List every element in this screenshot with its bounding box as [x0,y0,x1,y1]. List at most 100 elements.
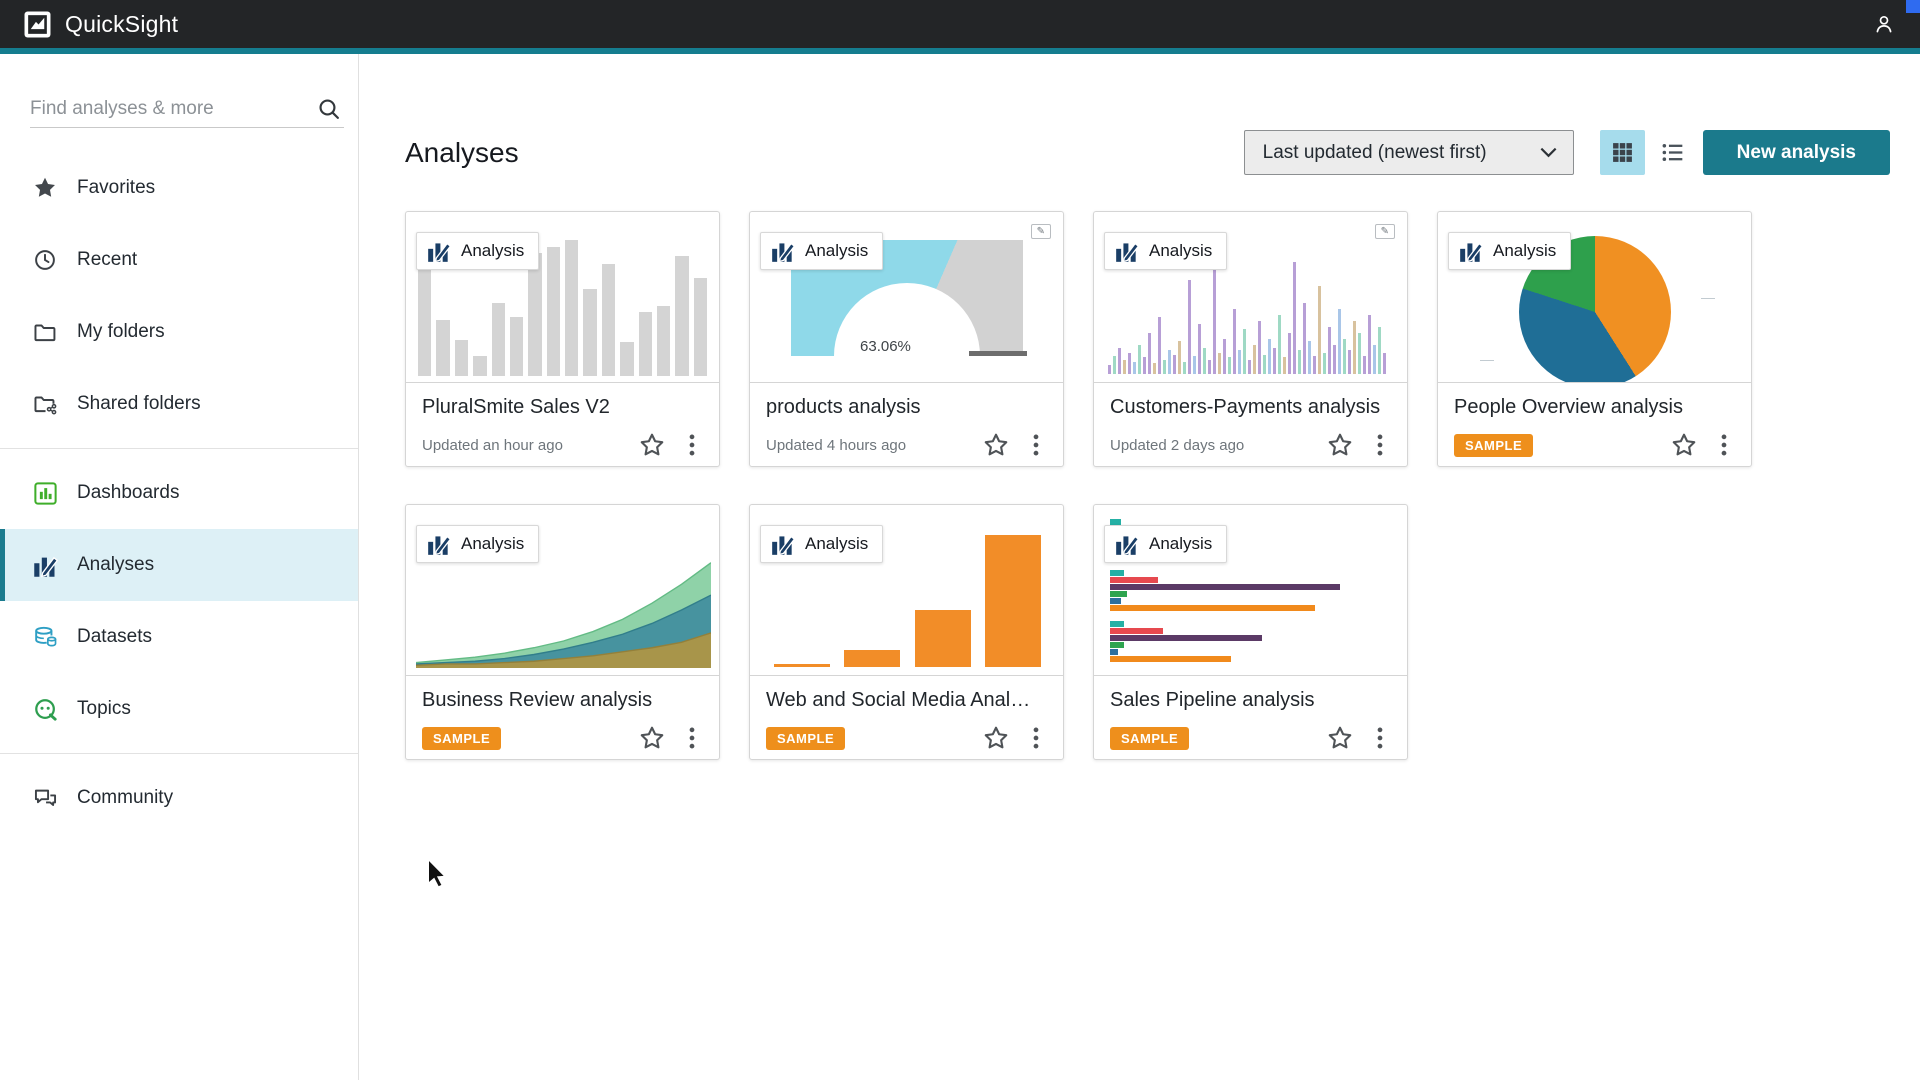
edit-indicator-icon [1374,224,1395,239]
card-title: PluralSmite Sales V2 [422,396,610,418]
card-title: Business Review analysis [422,689,653,711]
favorite-star-button[interactable] [638,431,666,459]
new-analysis-button[interactable]: New analysis [1702,130,1890,175]
card-menu-button[interactable] [681,432,703,458]
sort-dropdown[interactable]: Last updated (newest first) [1243,130,1574,175]
quicksight-home-link[interactable]: QuickSight [24,11,178,38]
kebab-menu-icon [1377,727,1383,749]
kebab-menu-icon [1377,434,1383,456]
analysis-type-label: Analysis [1493,241,1557,260]
search-input[interactable] [30,97,314,120]
sidebar-item-my-folders[interactable]: My folders [0,296,358,368]
dashboards-icon [30,478,60,508]
sample-badge: SAMPLE [422,726,502,750]
sample-badge: SAMPLE [766,726,846,750]
sidebar-item-label: Analyses [77,554,155,575]
corner-indicator [1906,0,1920,13]
sidebar-item-datasets[interactable]: Datasets [0,601,358,673]
kebab-menu-icon [1721,434,1727,456]
sidebar-item-analyses[interactable]: Analyses [0,529,358,601]
sidebar-item-dashboards[interactable]: Dashboards [0,457,358,529]
star-icon [30,173,60,203]
star-outline-icon [1328,726,1352,749]
analysis-icon [428,535,452,556]
grid-view-icon [1612,143,1632,162]
sidebar-item-favorites[interactable]: Favorites [0,152,358,224]
analysis-icon [428,242,452,263]
edit-indicator-icon [1030,224,1051,239]
gauge-value-label: 63.06% [860,338,911,355]
card-menu-button[interactable] [1369,432,1391,458]
search-button[interactable] [314,94,344,124]
favorite-star-button[interactable] [1326,431,1354,459]
sidebar-item-recent[interactable]: Recent [0,224,358,296]
analysis-type-badge: Analysis [416,232,540,270]
quicksight-logo-icon [24,11,51,37]
card-menu-button[interactable] [1713,432,1735,458]
star-outline-icon [640,726,664,749]
favorite-star-button[interactable] [638,724,666,752]
card-menu-button[interactable] [1025,725,1047,751]
thumbnail-chart [1094,212,1407,382]
analysis-card[interactable]: Analysis PluralSmite Sales V2 Updated an… [405,211,720,467]
grid-view-button[interactable] [1599,130,1645,175]
analysis-card[interactable]: Analysis Customers-Payments analysis Upd… [1093,211,1408,467]
list-view-button[interactable] [1650,130,1695,175]
card-footer: Sales Pipeline analysis SAMPLE [1094,676,1407,759]
sidebar-item-label: Topics [77,698,131,719]
analysis-type-badge: Analysis [1448,232,1572,270]
sidebar-item-label: Community [77,787,174,808]
card-footer: Web and Social Media Anal… SAMPLE [750,676,1063,759]
star-outline-icon [984,726,1008,749]
favorite-star-button[interactable] [982,724,1010,752]
user-account-icon[interactable] [1872,12,1896,36]
kebab-menu-icon [689,727,695,749]
analysis-card[interactable]: Analysis Web and Social Media Anal… SAMP… [749,504,1064,760]
thumbnail-chart [406,212,719,382]
card-menu-button[interactable] [1025,432,1047,458]
kebab-menu-icon [1033,434,1039,456]
folder-icon [30,317,60,347]
card-updated-text: Updated an hour ago [422,436,563,454]
card-title: products analysis [766,396,921,418]
sidebar: Favorites Recent My folders [0,54,359,1080]
analysis-card[interactable]: Analysis Sales Pipeline analysis SAMPLE [1093,504,1408,760]
shared-folder-icon [30,389,60,419]
favorite-star-button[interactable] [1326,724,1354,752]
card-menu-button[interactable] [1369,725,1391,751]
card-footer: Business Review analysis SAMPLE [406,676,719,759]
sidebar-item-topics[interactable]: Topics [0,673,358,745]
sample-badge: SAMPLE [1454,433,1534,457]
sidebar-item-community[interactable]: Community [0,762,358,834]
cards-grid: Analysis PluralSmite Sales V2 Updated an… [405,211,1890,760]
analysis-card[interactable]: Analysis Business Review analysis SAMPLE [405,504,720,760]
analysis-type-badge: Analysis [1104,525,1228,563]
clock-icon [30,245,60,275]
sample-badge: SAMPLE [1110,726,1190,750]
sidebar-item-label: Favorites [77,177,156,198]
analysis-card[interactable]: Analysis People Overview analysis SAMPLE [1437,211,1752,467]
search-icon [319,98,339,119]
card-updated-text: Updated 4 hours ago [766,436,907,454]
top-app-bar: QuickSight [0,0,1920,48]
analysis-type-label: Analysis [805,241,869,260]
sidebar-item-shared-folders[interactable]: Shared folders [0,368,358,440]
analysis-type-label: Analysis [461,534,525,553]
analysis-type-label: Analysis [805,534,869,553]
card-title: Sales Pipeline analysis [1110,689,1315,711]
card-title: People Overview analysis [1454,396,1683,418]
card-title: Customers-Payments analysis [1110,396,1381,418]
favorite-star-button[interactable] [982,431,1010,459]
card-footer: People Overview analysis SAMPLE [1438,383,1751,466]
analysis-thumbnail: Analysis [1094,505,1407,676]
kebab-menu-icon [1033,727,1039,749]
analysis-card[interactable]: 63.06% Analysis products analysis Update… [749,211,1064,467]
analysis-thumbnail: Analysis [406,505,719,676]
card-menu-button[interactable] [681,725,703,751]
sidebar-item-label: My folders [77,321,165,342]
favorite-star-button[interactable] [1670,431,1698,459]
page-title: Analyses [405,136,519,168]
analysis-thumbnail: Analysis [406,212,719,383]
analysis-type-label: Analysis [1149,534,1213,553]
star-outline-icon [1328,433,1352,456]
